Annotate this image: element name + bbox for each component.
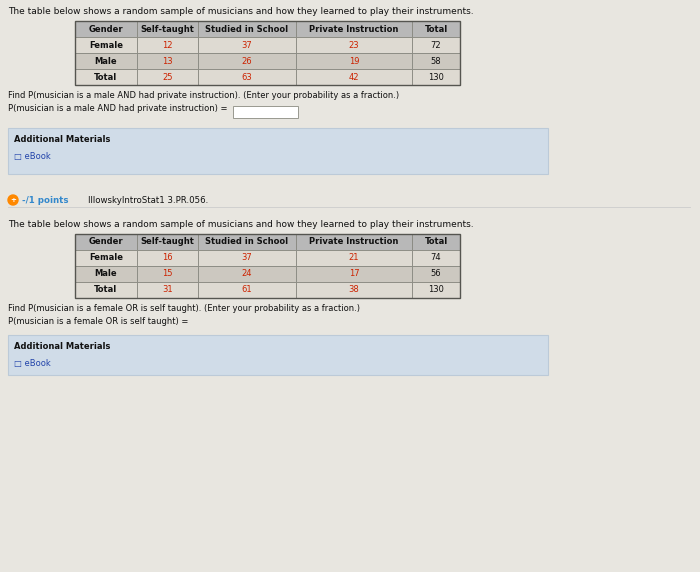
Text: 74: 74 bbox=[430, 253, 442, 263]
Text: 61: 61 bbox=[241, 285, 252, 295]
Text: 12: 12 bbox=[162, 41, 172, 50]
Text: Self-taught: Self-taught bbox=[140, 25, 194, 34]
Text: 37: 37 bbox=[241, 253, 253, 263]
Bar bbox=[198, 37, 296, 53]
Text: Find P(musician is a female OR is self taught). (Enter your probability as a fra: Find P(musician is a female OR is self t… bbox=[8, 304, 360, 313]
Bar bbox=[412, 37, 460, 53]
Text: Male: Male bbox=[94, 57, 117, 66]
Bar bbox=[296, 282, 412, 298]
Text: Find P(musician is a male AND had private instruction). (Enter your probability : Find P(musician is a male AND had privat… bbox=[8, 91, 399, 100]
Bar bbox=[75, 69, 136, 85]
Bar bbox=[75, 282, 136, 298]
Bar bbox=[136, 69, 198, 85]
Bar bbox=[136, 37, 198, 53]
Bar bbox=[233, 106, 298, 118]
Bar bbox=[198, 21, 296, 37]
Text: 13: 13 bbox=[162, 57, 173, 66]
Bar bbox=[8, 335, 548, 375]
Text: 24: 24 bbox=[241, 269, 252, 279]
Text: 23: 23 bbox=[349, 41, 359, 50]
Bar bbox=[412, 21, 460, 37]
Text: The table below shows a random sample of musicians and how they learned to play : The table below shows a random sample of… bbox=[8, 220, 474, 229]
Bar bbox=[75, 266, 136, 282]
Text: 25: 25 bbox=[162, 73, 172, 81]
Bar bbox=[296, 266, 412, 282]
Bar bbox=[198, 53, 296, 69]
Bar bbox=[198, 266, 296, 282]
Text: Gender: Gender bbox=[88, 25, 123, 34]
Bar bbox=[75, 37, 136, 53]
Bar bbox=[412, 266, 460, 282]
Bar bbox=[296, 53, 412, 69]
Bar bbox=[198, 69, 296, 85]
Text: Total: Total bbox=[424, 237, 448, 247]
Bar bbox=[296, 250, 412, 266]
Bar bbox=[75, 21, 460, 85]
Text: Female: Female bbox=[89, 41, 122, 50]
Text: Total: Total bbox=[94, 285, 118, 295]
Text: Studied in School: Studied in School bbox=[205, 25, 288, 34]
Text: -/1 points: -/1 points bbox=[22, 196, 69, 205]
Text: Total: Total bbox=[424, 25, 448, 34]
Bar bbox=[296, 69, 412, 85]
Text: Gender: Gender bbox=[88, 237, 123, 247]
Text: 19: 19 bbox=[349, 57, 359, 66]
Text: □ eBook: □ eBook bbox=[14, 152, 50, 161]
Bar bbox=[198, 250, 296, 266]
Text: Private Instruction: Private Instruction bbox=[309, 25, 399, 34]
Text: P(musician is a female OR is self taught) =: P(musician is a female OR is self taught… bbox=[8, 317, 188, 326]
Text: Self-taught: Self-taught bbox=[140, 237, 194, 247]
Bar bbox=[296, 37, 412, 53]
Text: 130: 130 bbox=[428, 73, 444, 81]
Bar bbox=[75, 53, 136, 69]
Text: Female: Female bbox=[89, 253, 122, 263]
Bar bbox=[75, 234, 460, 298]
Text: 26: 26 bbox=[241, 57, 252, 66]
Text: +: + bbox=[10, 197, 16, 203]
Bar bbox=[136, 282, 198, 298]
Text: Total: Total bbox=[94, 73, 118, 81]
Text: 63: 63 bbox=[241, 73, 253, 81]
Bar bbox=[296, 234, 412, 250]
Bar bbox=[75, 250, 136, 266]
Text: Studied in School: Studied in School bbox=[205, 237, 288, 247]
Text: Male: Male bbox=[94, 269, 117, 279]
Bar bbox=[136, 266, 198, 282]
Text: P(musician is a male AND had private instruction) =: P(musician is a male AND had private ins… bbox=[8, 104, 228, 113]
Text: Additional Materials: Additional Materials bbox=[14, 135, 111, 144]
Bar bbox=[198, 234, 296, 250]
Bar bbox=[198, 282, 296, 298]
Text: 31: 31 bbox=[162, 285, 173, 295]
Text: IllowskyIntroStat1 3.PR.056.: IllowskyIntroStat1 3.PR.056. bbox=[88, 196, 209, 205]
Text: □ eBook: □ eBook bbox=[14, 359, 50, 368]
Text: The table below shows a random sample of musicians and how they learned to play : The table below shows a random sample of… bbox=[8, 7, 474, 16]
Circle shape bbox=[8, 195, 18, 205]
Bar bbox=[412, 53, 460, 69]
Bar bbox=[75, 21, 136, 37]
Bar bbox=[412, 250, 460, 266]
Text: 15: 15 bbox=[162, 269, 172, 279]
Bar bbox=[412, 234, 460, 250]
Text: Private Instruction: Private Instruction bbox=[309, 237, 399, 247]
Text: 42: 42 bbox=[349, 73, 359, 81]
Text: 130: 130 bbox=[428, 285, 444, 295]
Text: 72: 72 bbox=[430, 41, 442, 50]
Bar bbox=[136, 21, 198, 37]
Text: Additional Materials: Additional Materials bbox=[14, 342, 111, 351]
Bar bbox=[136, 53, 198, 69]
Bar bbox=[136, 234, 198, 250]
Text: 17: 17 bbox=[349, 269, 359, 279]
Bar bbox=[412, 69, 460, 85]
Text: 56: 56 bbox=[430, 269, 442, 279]
Text: 37: 37 bbox=[241, 41, 253, 50]
Text: 38: 38 bbox=[349, 285, 359, 295]
Bar bbox=[296, 21, 412, 37]
Bar bbox=[8, 128, 548, 174]
Text: 58: 58 bbox=[430, 57, 442, 66]
Bar bbox=[75, 234, 136, 250]
Text: 16: 16 bbox=[162, 253, 173, 263]
Bar bbox=[412, 282, 460, 298]
Text: 21: 21 bbox=[349, 253, 359, 263]
Bar bbox=[136, 250, 198, 266]
